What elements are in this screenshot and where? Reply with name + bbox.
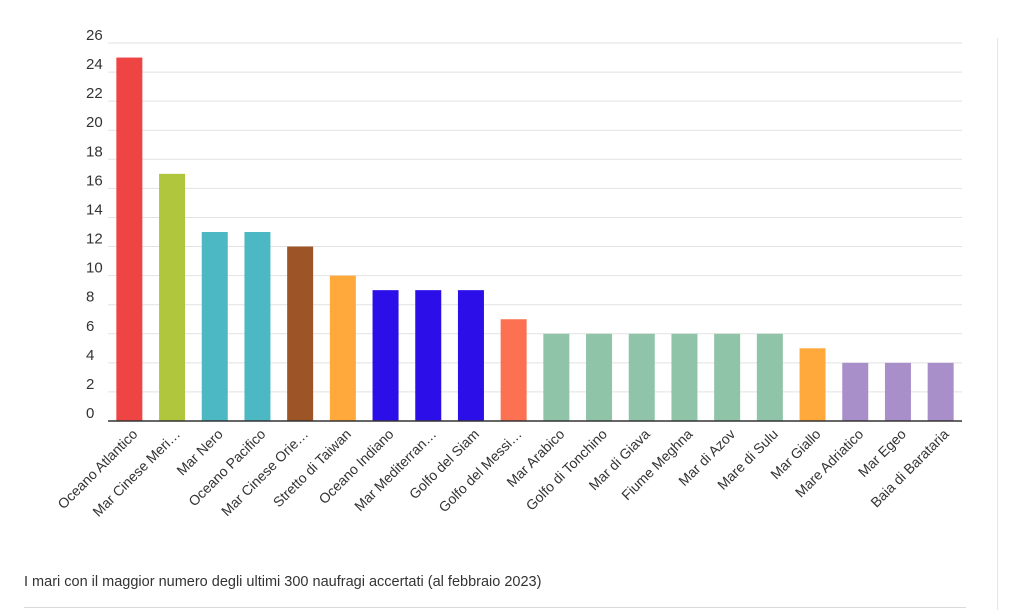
bar[interactable]: [628, 333, 655, 421]
bar[interactable]: [927, 362, 954, 421]
bar[interactable]: [500, 319, 527, 421]
bar[interactable]: [457, 290, 484, 421]
x-tick-label: Baia di Barataria: [867, 426, 952, 511]
bar[interactable]: [159, 173, 186, 421]
x-tick-label: Oceano Pacifico: [185, 426, 269, 510]
bar[interactable]: [799, 348, 826, 421]
y-tick-label: 4: [86, 347, 94, 364]
y-tick-label: 14: [86, 201, 103, 218]
y-tick-label: 24: [86, 56, 103, 73]
bar[interactable]: [884, 362, 911, 421]
y-tick-label: 22: [86, 85, 103, 102]
y-tick-label: 8: [86, 289, 94, 306]
bar[interactable]: [586, 333, 613, 421]
bar[interactable]: [714, 333, 741, 421]
bar[interactable]: [671, 333, 698, 421]
bar[interactable]: [415, 290, 442, 421]
bar[interactable]: [244, 232, 271, 421]
y-tick-label: 2: [86, 376, 94, 393]
y-tick-label: 10: [86, 260, 103, 277]
chart-caption: I mari con il maggior numero degli ultim…: [24, 574, 542, 590]
bar[interactable]: [543, 333, 570, 421]
bottom-rule: [24, 607, 966, 608]
x-tick-label: Stretto di Taiwan: [270, 426, 354, 510]
divider: [997, 38, 998, 610]
bar[interactable]: [116, 57, 143, 422]
bar[interactable]: [756, 333, 783, 421]
bar[interactable]: [201, 232, 228, 421]
y-tick-label: 12: [86, 231, 103, 248]
y-tick-label: 6: [86, 318, 94, 335]
y-tick-label: 18: [86, 143, 103, 160]
y-tick-label: 16: [86, 172, 103, 189]
y-tick-label: 20: [86, 114, 103, 131]
bar[interactable]: [329, 275, 356, 421]
bar[interactable]: [842, 362, 869, 421]
bar[interactable]: [372, 290, 399, 421]
y-tick-label: 26: [86, 27, 103, 44]
bar[interactable]: [287, 246, 314, 421]
y-tick-label: 0: [86, 405, 94, 422]
x-tick-label: Oceano Indiano: [315, 426, 396, 507]
